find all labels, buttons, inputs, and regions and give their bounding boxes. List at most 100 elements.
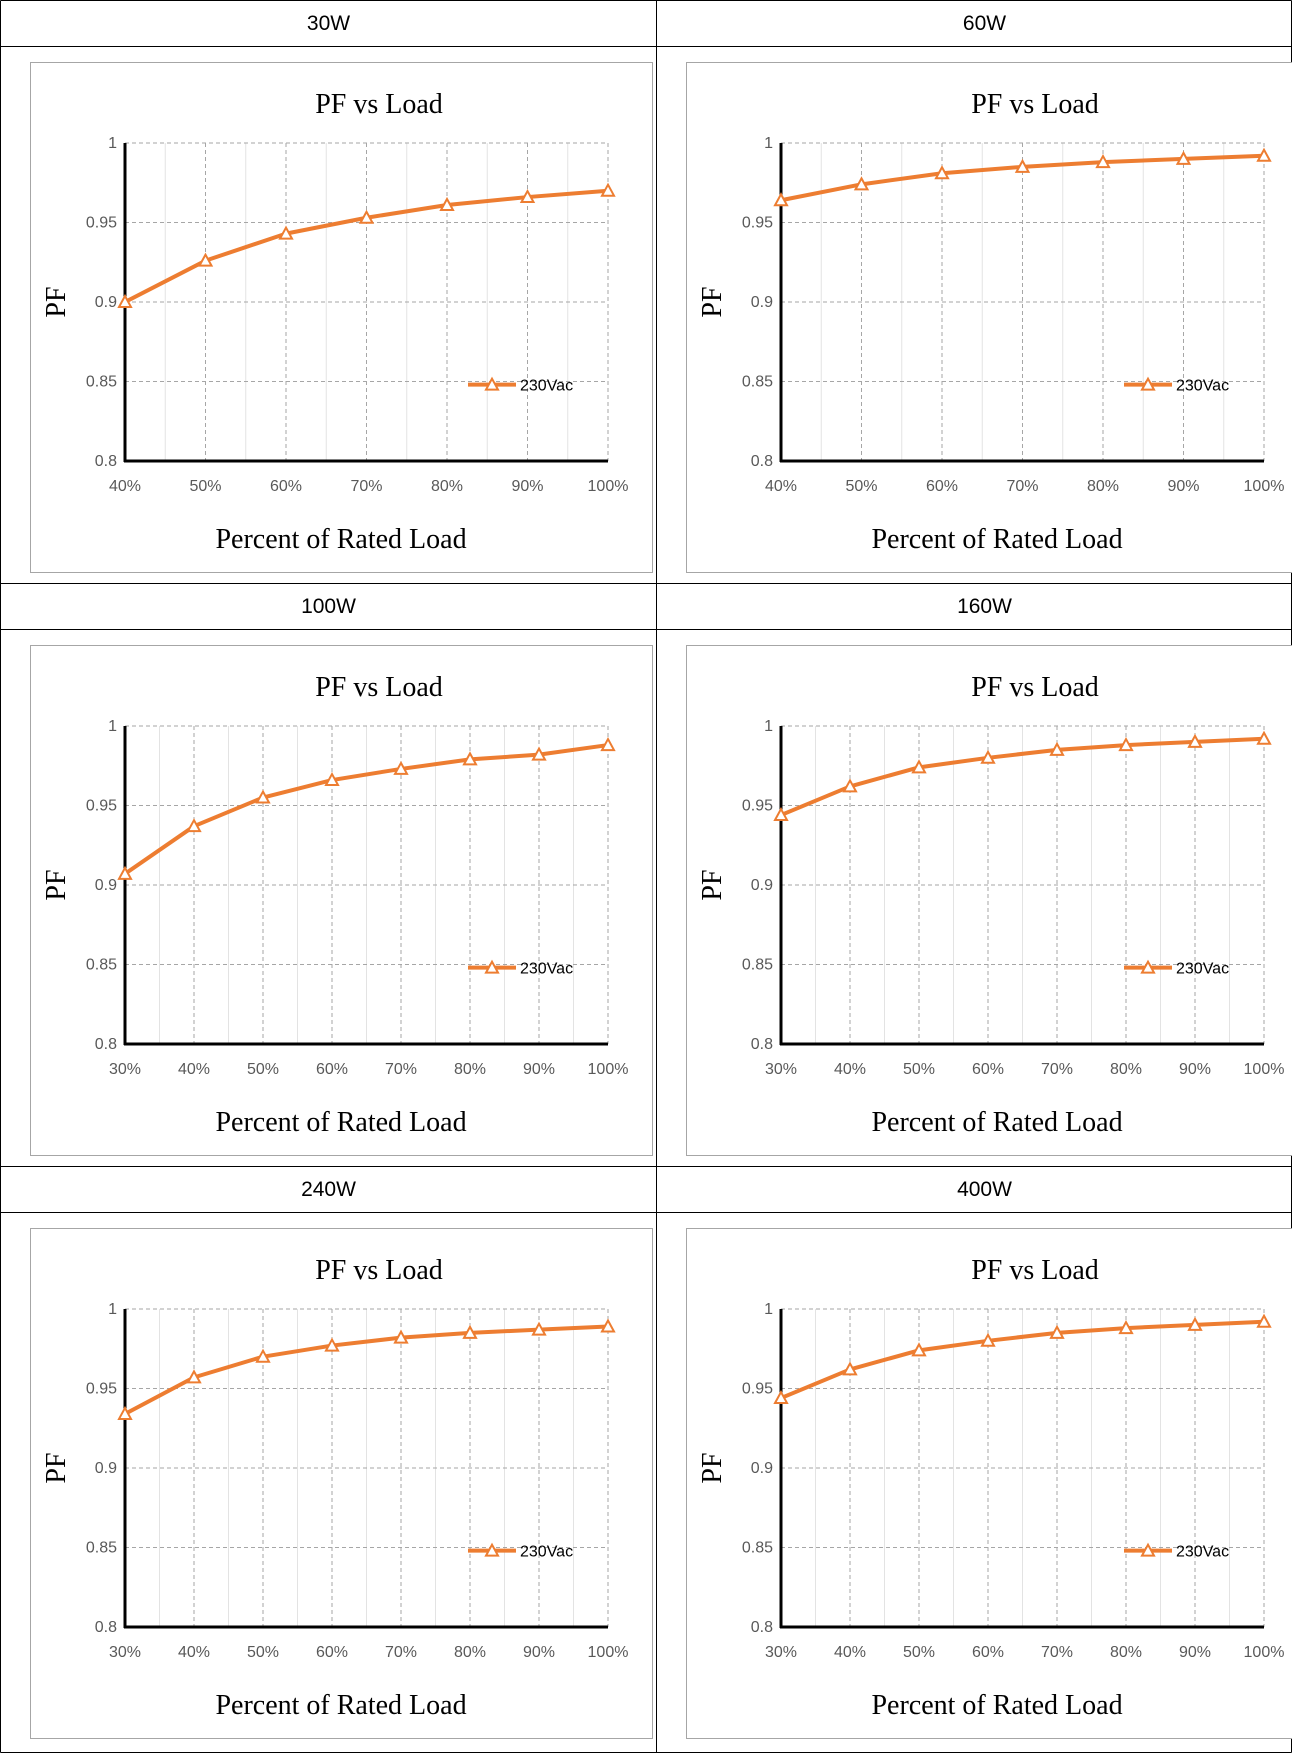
x-tick-label: 60% (316, 1061, 348, 1078)
y-tick-label: 1 (764, 135, 773, 152)
x-tick-label: 100% (588, 1061, 629, 1078)
panel-header: 30W (306, 12, 351, 35)
x-tick-label: 70% (1006, 478, 1038, 495)
data-point (531, 1321, 547, 1336)
data-point (519, 188, 536, 204)
data-point (278, 225, 294, 240)
data-point (911, 1342, 927, 1357)
legend-label: 230Vac (520, 1544, 573, 1561)
x-tick-label: 60% (926, 478, 958, 495)
chart-frame (30, 645, 653, 1156)
data-point (911, 759, 927, 774)
y-tick-label: 0.85 (742, 1540, 773, 1557)
data-point (600, 736, 616, 752)
x-tick-label: 30% (765, 1644, 797, 1661)
chart-title: PF vs Load (971, 672, 1099, 703)
data-point (1175, 150, 1192, 165)
legend-marker (484, 1542, 500, 1557)
y-axis-title: PF (41, 869, 72, 900)
data-point (1187, 1316, 1203, 1331)
panel-header: 160W (957, 595, 1012, 618)
y-tick-label: 1 (108, 1301, 117, 1318)
x-tick-label: 50% (247, 1061, 279, 1078)
chart-title: PF vs Load (315, 672, 443, 703)
x-axis-title: Percent of Rated Load (871, 1690, 1122, 1721)
x-tick-label: 40% (834, 1644, 866, 1661)
x-tick-label: 70% (385, 1644, 417, 1661)
chart-frame (30, 1228, 653, 1739)
y-tick-label: 0.95 (742, 215, 773, 232)
pf-chart: PF vs Load 0.8 0.85 0.9 0.95 1 30% 40% 50% 60% 70%… (30, 1228, 653, 1739)
x-tick-label: 40% (109, 478, 141, 495)
legend-marker (1140, 959, 1156, 974)
x-tick-label: 60% (316, 1644, 348, 1661)
legend-marker (484, 959, 500, 974)
y-tick-label: 1 (108, 135, 117, 152)
chart-frame (686, 62, 1292, 573)
y-tick-label: 1 (764, 718, 773, 735)
data-point (324, 771, 340, 787)
x-tick-label: 80% (454, 1061, 486, 1078)
data-point (1049, 1324, 1065, 1339)
y-tick-label: 0.9 (751, 294, 773, 311)
y-tick-label: 0.95 (86, 1381, 117, 1398)
data-point (324, 1337, 340, 1352)
y-axis-title: PF (697, 286, 728, 317)
chart-title: PF vs Load (315, 1255, 443, 1286)
y-tick-label: 0.9 (95, 294, 117, 311)
chart-title: PF vs Load (315, 89, 443, 120)
data-point (462, 751, 478, 766)
chart-frame (30, 62, 653, 573)
x-tick-label: 80% (1110, 1644, 1142, 1661)
data-point (853, 176, 870, 191)
data-point (980, 1332, 996, 1347)
y-axis-title: PF (697, 869, 728, 900)
y-tick-label: 0.9 (95, 877, 117, 894)
data-point (773, 1389, 789, 1405)
x-tick-label: 70% (1041, 1644, 1073, 1661)
y-tick-label: 0.8 (95, 1036, 117, 1053)
chart-svg: PF vs Load 0.8 0.85 0.9 0.95 1 30% 40% 50% 60% 70%… (686, 1228, 1292, 1739)
legend-label: 230Vac (1176, 961, 1229, 978)
x-tick-label: 50% (189, 478, 221, 495)
series-line (124, 1324, 609, 1416)
legend-marker (1140, 1542, 1156, 1557)
x-tick-label: 40% (178, 1061, 210, 1078)
y-tick-label: 0.95 (86, 798, 117, 815)
data-point (255, 789, 271, 804)
data-point (186, 1369, 202, 1384)
panel-header: 240W (301, 1178, 356, 1201)
data-point (600, 1318, 616, 1333)
y-tick-label: 1 (764, 1301, 773, 1318)
data-point (439, 196, 455, 212)
x-tick-label: 80% (1110, 1061, 1142, 1078)
panel-header: 60W (962, 12, 1007, 35)
x-axis-title: Percent of Rated Load (215, 1107, 466, 1138)
chart-svg: PF vs Load 0.8 0.85 0.9 0.95 1 30% 40% 50% 60% 70%… (30, 1228, 653, 1739)
data-point (1187, 733, 1203, 748)
y-tick-label: 0.95 (742, 798, 773, 815)
pf-chart: PF vs Load 0.8 0.85 0.9 0.95 1 30% 40% 50% 60% 70%… (686, 645, 1292, 1156)
chart-title: PF vs Load (971, 1255, 1099, 1286)
x-tick-label: 100% (588, 478, 629, 495)
chart-frame (686, 1228, 1292, 1739)
x-axis-title: Percent of Rated Load (215, 1690, 466, 1721)
x-tick-label: 100% (1244, 478, 1285, 495)
chart-svg: PF vs Load 0.8 0.85 0.9 0.95 1 30% 40% 50% 60% 70%… (30, 645, 653, 1156)
x-tick-label: 90% (523, 1061, 555, 1078)
y-tick-label: 0.8 (751, 1036, 773, 1053)
data-point (980, 749, 996, 764)
data-point (255, 1348, 271, 1363)
pf-chart: PF vs Load 0.8 0.85 0.9 0.95 1 40% 50% 60% 70% 80%… (30, 62, 653, 573)
y-tick-label: 0.8 (95, 1619, 117, 1636)
x-tick-label: 50% (903, 1061, 935, 1078)
y-tick-label: 0.9 (751, 877, 773, 894)
x-tick-label: 90% (1167, 478, 1199, 495)
x-tick-label: 80% (431, 478, 463, 495)
x-tick-label: 90% (523, 1644, 555, 1661)
data-point (934, 165, 950, 180)
y-tick-label: 0.8 (751, 1619, 773, 1636)
data-point (1256, 1313, 1272, 1328)
legend-marker (484, 376, 500, 391)
series-line (123, 743, 609, 876)
